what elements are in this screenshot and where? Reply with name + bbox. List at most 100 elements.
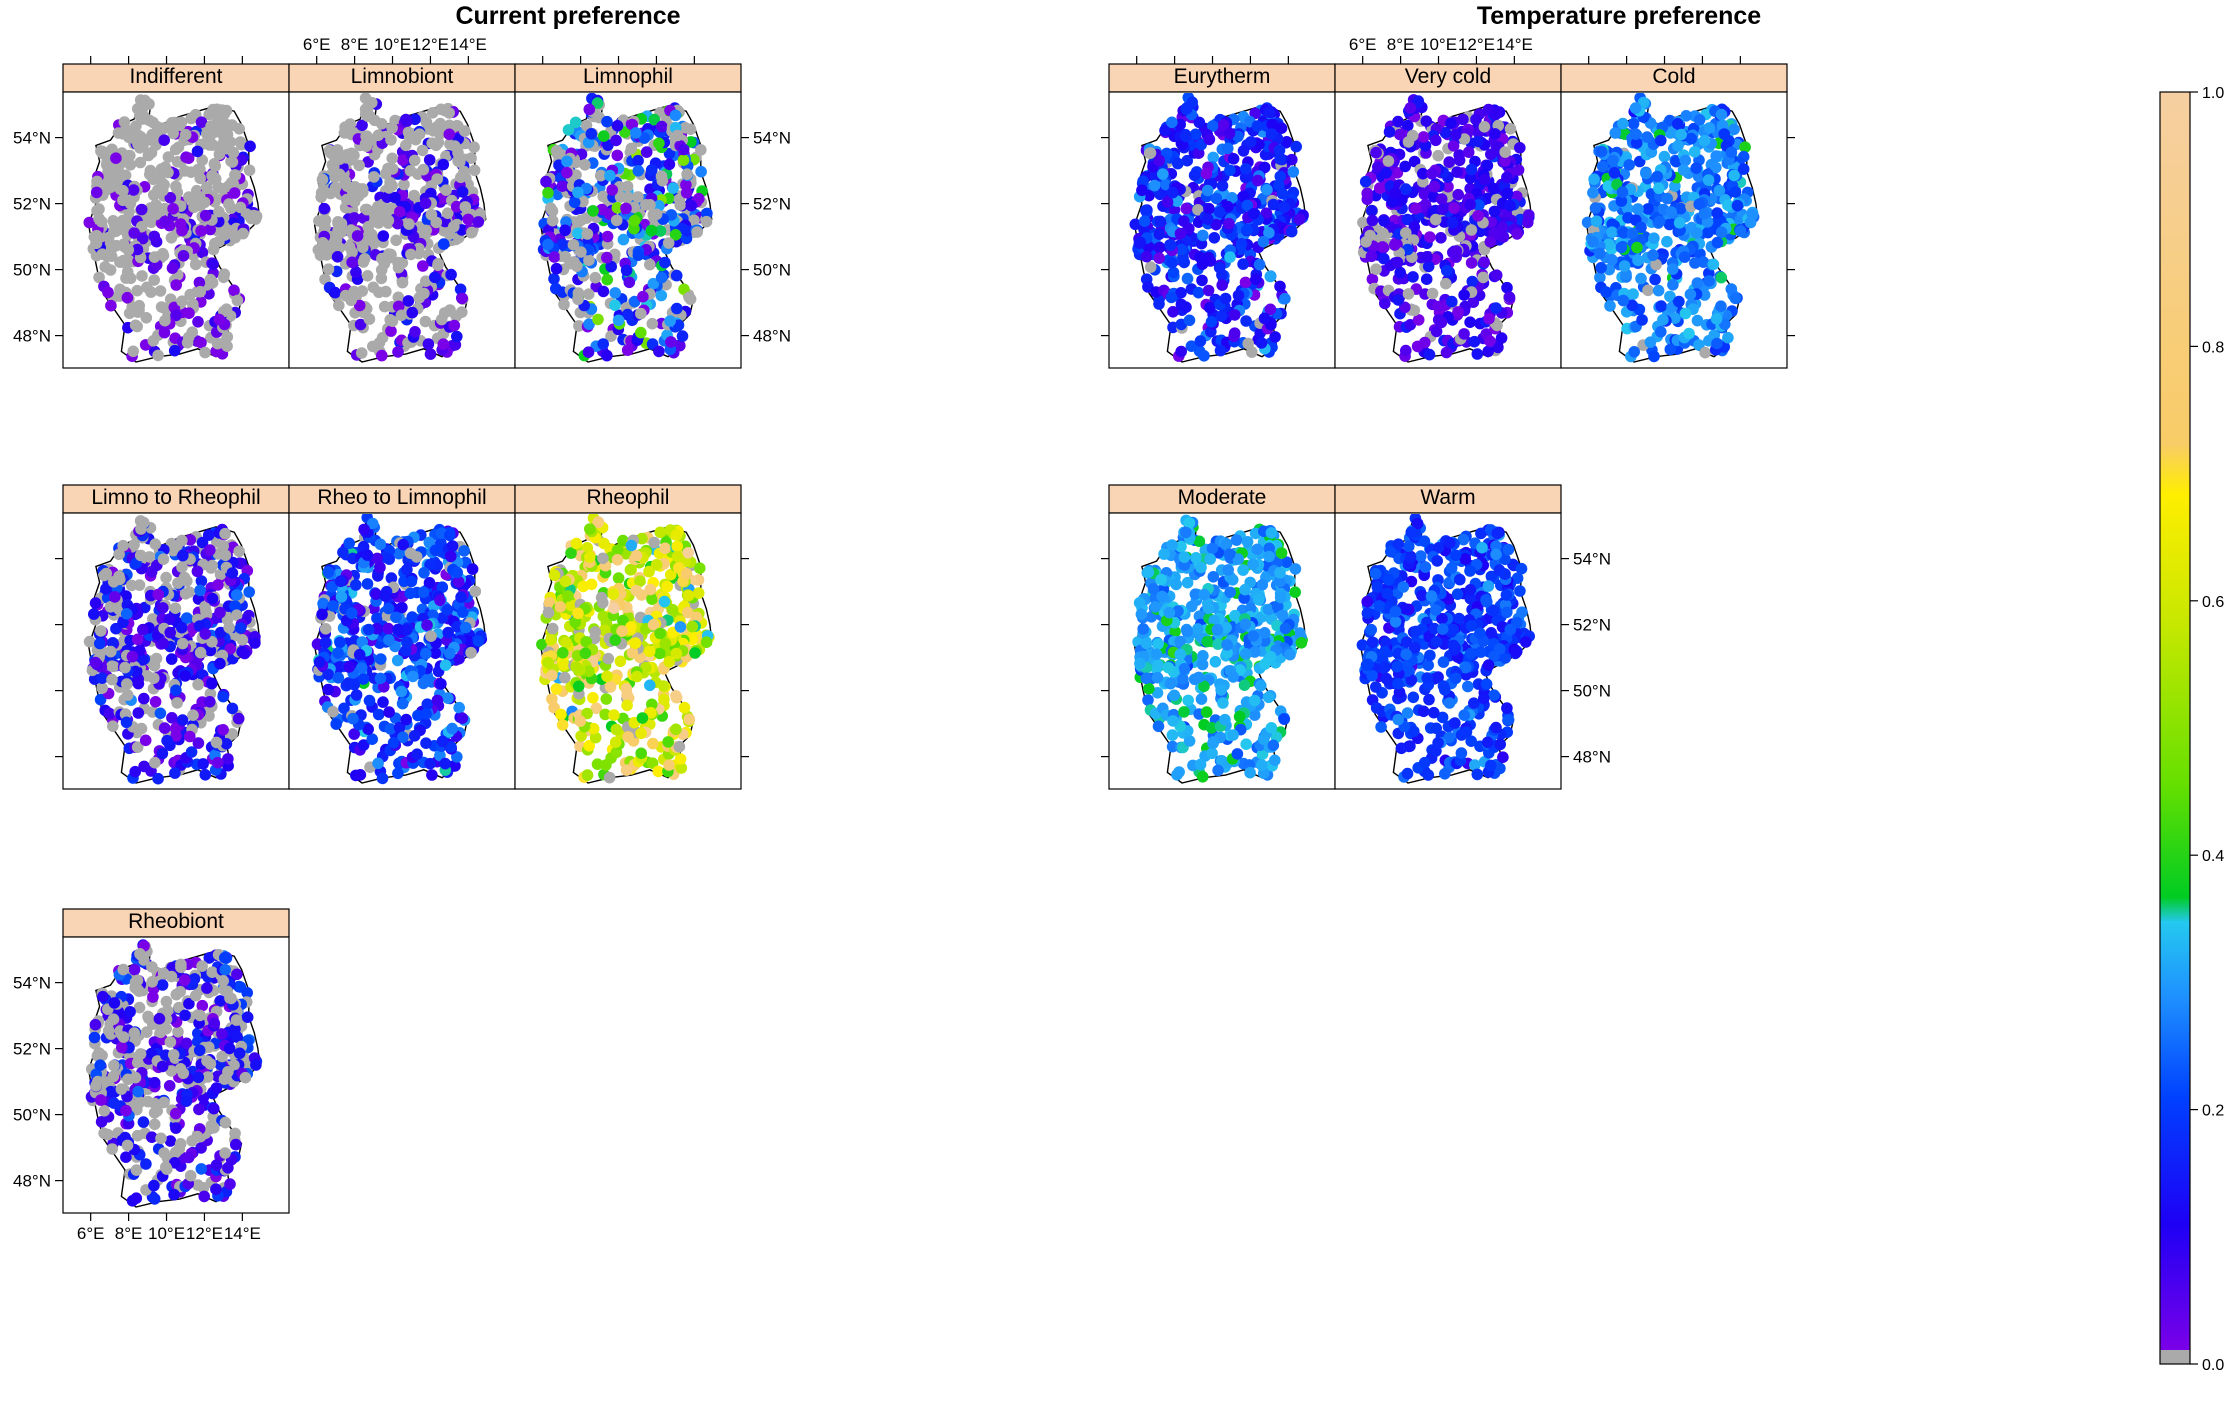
- site-point: [250, 1059, 262, 1071]
- site-point: [1166, 116, 1178, 129]
- site-point: [233, 1047, 246, 1060]
- panel-strip: [62, 63, 290, 93]
- site-point: [684, 123, 697, 135]
- site-point: [1175, 345, 1187, 358]
- site-point: [1160, 178, 1172, 191]
- site-point: [226, 156, 239, 168]
- site-point: [173, 117, 185, 129]
- site-point: [572, 186, 584, 199]
- site-point: [468, 141, 480, 153]
- site-point: [550, 145, 563, 157]
- site-point: [108, 170, 120, 182]
- site-point: [1275, 122, 1288, 134]
- site-point: [1501, 281, 1513, 294]
- site-point: [664, 315, 676, 327]
- site-point: [97, 147, 109, 160]
- site-point: [354, 318, 367, 331]
- site-points: [85, 939, 263, 1208]
- site-point: [666, 603, 679, 616]
- site-point: [316, 608, 328, 621]
- site-point: [417, 677, 430, 690]
- site-point: [1137, 175, 1149, 187]
- site-point: [396, 697, 409, 710]
- site-point: [620, 264, 633, 277]
- site-point: [178, 974, 191, 986]
- site-point: [377, 230, 390, 242]
- site-point: [108, 225, 120, 238]
- site-point: [587, 205, 599, 217]
- site-point: [472, 216, 485, 228]
- site-point: [1440, 277, 1452, 290]
- site-point: [677, 143, 690, 156]
- site-point: [393, 721, 406, 734]
- site-point: [644, 679, 656, 692]
- site-point: [169, 1146, 182, 1159]
- site-point: [213, 235, 225, 248]
- site-point: [646, 317, 659, 330]
- site-point: [654, 526, 666, 539]
- site-point: [159, 215, 171, 228]
- site-point: [139, 94, 151, 107]
- site-point: [1251, 174, 1264, 187]
- site-point: [1216, 179, 1229, 192]
- site-point: [244, 140, 256, 153]
- site-point: [163, 613, 176, 625]
- site-point: [542, 606, 555, 619]
- site-point: [170, 180, 182, 193]
- site-point: [322, 683, 335, 696]
- map-panel-limnophil: Limnophil: [514, 63, 742, 369]
- site-point: [424, 348, 437, 360]
- site-point: [1378, 215, 1390, 227]
- site-point: [1263, 106, 1276, 119]
- site-point: [667, 182, 679, 194]
- site-point: [1240, 315, 1252, 327]
- site-point: [632, 249, 645, 261]
- site-point: [630, 549, 643, 562]
- site-point: [546, 622, 559, 635]
- site-point: [194, 285, 206, 298]
- site-point: [317, 597, 329, 610]
- site-point: [117, 1031, 130, 1043]
- site-point: [392, 346, 404, 358]
- site-point: [1488, 205, 1501, 218]
- site-point: [403, 218, 415, 230]
- site-point: [197, 1182, 210, 1194]
- site-point: [584, 523, 596, 535]
- site-point: [635, 307, 647, 320]
- site-point: [93, 1047, 105, 1059]
- site-point: [1205, 316, 1218, 328]
- site-point: [1471, 348, 1484, 360]
- site-point: [1200, 167, 1213, 180]
- site-point: [121, 291, 134, 304]
- site-point: [1401, 213, 1414, 226]
- site-point: [472, 635, 485, 647]
- site-point: [137, 1116, 150, 1128]
- site-point: [1255, 337, 1268, 349]
- panel-label: Rheo to Limnophil: [317, 486, 486, 509]
- site-point: [459, 201, 472, 213]
- site-point: [332, 216, 344, 228]
- site-point: [375, 118, 388, 130]
- site-point: [675, 762, 688, 774]
- site-point: [376, 349, 388, 362]
- site-point: [168, 344, 181, 357]
- site-point: [173, 1001, 185, 1014]
- site-point: [572, 607, 584, 620]
- site-point: [126, 301, 138, 313]
- site-point: [597, 285, 610, 298]
- site-point: [1366, 273, 1379, 286]
- site-point: [690, 611, 703, 624]
- site-point: [1237, 190, 1250, 203]
- site-point: [620, 202, 632, 215]
- site-point: [1239, 276, 1252, 289]
- temperature-preference-title: Temperature preference: [1477, 2, 1761, 30]
- site-point: [695, 165, 707, 178]
- site-point: [1474, 225, 1487, 238]
- site-point: [88, 608, 100, 620]
- site-point: [340, 193, 353, 206]
- site-point: [174, 985, 186, 998]
- site-point: [421, 698, 434, 710]
- site-point: [177, 549, 189, 562]
- site-point: [647, 277, 660, 290]
- site-point: [670, 647, 683, 660]
